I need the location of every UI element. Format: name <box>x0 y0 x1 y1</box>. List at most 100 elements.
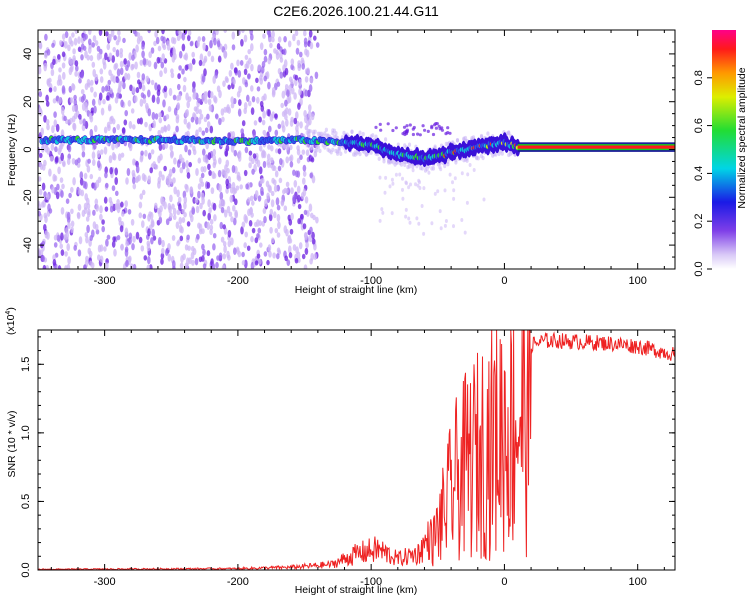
noise-speck <box>401 176 404 181</box>
noise-speck <box>420 166 424 171</box>
noise-speck <box>448 172 452 177</box>
noise-speck <box>98 53 103 60</box>
noise-speck <box>38 90 43 98</box>
noise-speck <box>273 179 277 186</box>
noise-speck <box>118 81 122 89</box>
noise-speck <box>161 239 165 248</box>
noise-speck <box>293 92 297 100</box>
noise-speck <box>268 250 272 258</box>
noise-speck <box>136 32 141 38</box>
noise-speck <box>89 129 94 137</box>
noise-speck <box>45 94 49 102</box>
noise-speck <box>306 67 310 75</box>
noise-speck <box>93 143 97 150</box>
noise-speck <box>59 40 63 46</box>
noise-speck <box>70 226 74 234</box>
noise-speck <box>259 242 263 248</box>
noise-speck <box>195 129 199 137</box>
noise-speck <box>314 71 319 80</box>
noise-speck <box>89 260 93 267</box>
noise-speck <box>166 124 171 132</box>
noise-speck <box>41 182 46 191</box>
noise-speck <box>71 32 75 38</box>
noise-speck <box>216 40 221 48</box>
noise-speck <box>110 115 114 122</box>
noise-speck <box>285 156 290 164</box>
noise-speck <box>80 95 85 103</box>
noise-speck <box>273 184 278 193</box>
noise-speck <box>146 264 151 269</box>
noise-speck <box>95 203 99 212</box>
noise-speck <box>86 197 90 206</box>
noise-speck <box>407 164 412 169</box>
noise-speck <box>46 147 50 155</box>
noise-speck <box>404 207 408 212</box>
noise-speck <box>150 79 155 86</box>
noise-speck <box>78 113 82 120</box>
colorbar-tick-label: 0.8 <box>693 70 705 85</box>
noise-speck <box>168 87 173 97</box>
noise-speck <box>405 181 408 186</box>
noise-speck <box>199 113 204 120</box>
noise-speck <box>134 61 138 70</box>
noise-speck <box>276 42 281 50</box>
noise-speck <box>101 225 105 233</box>
noise-speck <box>271 30 275 39</box>
noise-speck <box>203 91 207 100</box>
colorbar-label: Normalized spectral amplitude <box>736 67 748 208</box>
noise-speck <box>88 30 92 35</box>
noise-speck <box>285 118 289 127</box>
noise-speck <box>156 96 160 105</box>
noise-speck <box>163 67 168 74</box>
noise-speck <box>169 178 173 185</box>
noise-speck <box>439 226 443 231</box>
noise-speck <box>297 102 301 110</box>
noise-speck <box>297 218 301 225</box>
noise-speck <box>149 167 153 174</box>
noise-speck <box>433 191 437 196</box>
noise-speck <box>60 249 65 256</box>
noise-speck <box>230 102 235 109</box>
noise-speck <box>183 118 188 125</box>
noise-speck <box>99 255 104 263</box>
noise-speck <box>71 157 76 165</box>
noise-speck <box>259 77 264 85</box>
noise-speck <box>169 144 174 152</box>
noise-speck <box>292 169 296 176</box>
noise-speck <box>415 164 419 169</box>
noise-speck <box>60 190 64 198</box>
noise-speck <box>290 187 294 195</box>
noise-speck <box>223 245 227 254</box>
colorbar-gradient <box>712 30 736 269</box>
noise-speck <box>80 43 85 50</box>
noise-speck <box>309 172 314 179</box>
noise-speck <box>278 177 283 184</box>
noise-speck <box>285 144 290 151</box>
snr-x-tick-label: 0 <box>501 576 507 588</box>
noise-speck <box>227 106 231 114</box>
noise-speck <box>233 217 237 226</box>
noise-speck <box>288 156 293 162</box>
noise-speck <box>433 123 437 127</box>
noise-speck <box>250 33 254 41</box>
noise-speck <box>227 84 231 90</box>
noise-speck <box>275 49 279 56</box>
noise-speck <box>234 209 238 218</box>
noise-speck <box>214 113 219 120</box>
noise-speck <box>171 234 176 242</box>
noise-speck <box>64 41 68 49</box>
noise-speck <box>266 192 270 200</box>
noise-speck <box>125 177 129 185</box>
noise-speck <box>218 89 222 99</box>
noise-speck <box>240 226 244 235</box>
noise-speck <box>131 243 135 251</box>
noise-speck <box>194 197 199 204</box>
noise-speck <box>111 151 116 161</box>
noise-speck <box>269 226 273 234</box>
noise-speck <box>171 54 176 63</box>
noise-speck <box>293 179 298 188</box>
noise-speck <box>120 99 124 108</box>
noise-speck <box>181 161 186 170</box>
noise-speck <box>227 229 232 238</box>
noise-speck <box>162 44 167 51</box>
